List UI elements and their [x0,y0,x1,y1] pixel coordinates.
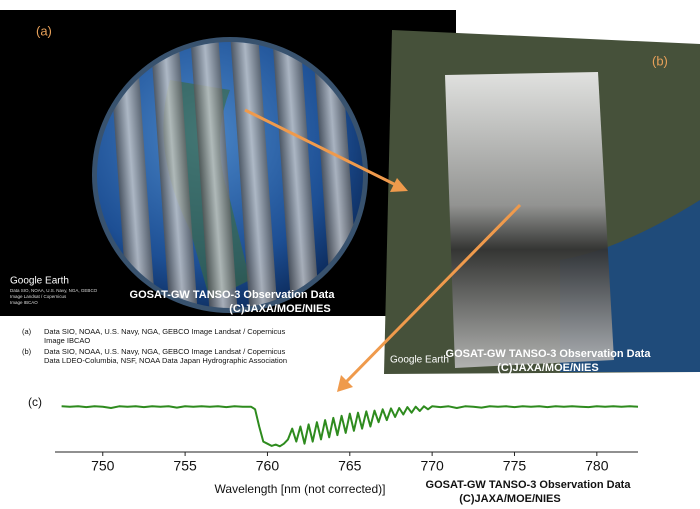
attr-label: (a) [22,327,32,336]
credit: Image IBCAO [10,300,38,305]
attr-line: Data LDEO-Columbia, NSF, NOAA Data Japan… [44,356,287,365]
caption: (C)JAXA/MOE/NIES [229,303,330,315]
attr-label: (b) [22,347,32,356]
x-tick-label: 760 [256,458,280,474]
observation-patch [445,72,614,368]
attr-line: Image IBCAO [44,336,90,345]
spectrum-line [61,405,639,448]
credit: Image Landsat / Copernicus [10,294,67,299]
logo: Google Earth [390,355,449,366]
plot: 750 755 760 765 770 775 780 [55,405,639,474]
attr-line: Data SIO, NOAA, U.S. Navy, NGA, GEBCO Im… [44,327,285,336]
panel-label: (c) [28,395,42,409]
caption: (C)JAXA/MOE/NIES [497,362,598,374]
caption: GOSAT-GW TANSO-3 Observation Data [426,479,632,491]
caption: GOSAT-GW TANSO-3 Observation Data [130,289,336,301]
caption: (C)JAXA/MOE/NIES [459,493,560,505]
attr-line: Data SIO, NOAA, U.S. Navy, NGA, GEBCO Im… [44,347,285,356]
panel-label: (a) [36,23,52,38]
arrows [244,108,522,392]
x-tick-label: 750 [91,458,115,474]
caption: GOSAT-GW TANSO-3 Observation Data [446,348,652,360]
x-tick-label: 780 [585,458,609,474]
x-tick-label: 770 [420,458,444,474]
x-tick-label: 755 [173,458,197,474]
x-tick-label: 765 [338,458,362,474]
x-axis-label: Wavelength [nm (not corrected)] [215,482,386,496]
x-tick-label: 775 [503,458,527,474]
panel-label: (b) [652,53,668,68]
credit: Data SIO, NOAA, U.S. Navy, NGA, GEBCO [10,288,98,293]
logo: Google Earth [10,276,69,287]
